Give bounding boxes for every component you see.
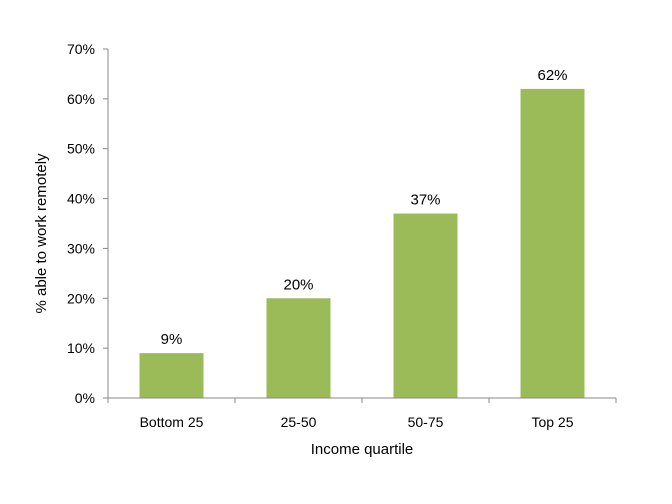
bar-bottom-25 — [139, 353, 204, 398]
x-tick-label: Top 25 — [531, 414, 573, 430]
y-tick-label: 10% — [67, 340, 95, 356]
y-axis-title: % able to work remotely — [33, 153, 50, 314]
y-tick-label: 40% — [67, 191, 95, 207]
y-tick-label: 0% — [75, 390, 95, 406]
bar-25-50 — [266, 298, 331, 398]
bar-value-label: 37% — [410, 192, 440, 209]
y-tick-label: 70% — [67, 41, 95, 57]
y-tick-label: 60% — [67, 91, 95, 107]
bar-value-label: 62% — [537, 67, 567, 84]
bars — [139, 88, 585, 398]
y-tick-label: 50% — [67, 141, 95, 157]
x-tick-label: 50-75 — [408, 414, 444, 430]
y-tick-label: 20% — [67, 290, 95, 306]
bar-top-25 — [520, 88, 585, 398]
bar-value-label: 9% — [161, 331, 183, 348]
bar-value-labels: 9% 20% 37% 62% — [161, 67, 568, 348]
x-tick-label: Bottom 25 — [140, 414, 204, 430]
x-axis-ticks: Bottom 25 25-50 50-75 Top 25 — [107, 398, 617, 430]
x-tick-label: 25-50 — [281, 414, 317, 430]
y-tick-label: 30% — [67, 240, 95, 256]
bar-50-75 — [393, 213, 458, 398]
y-axis-ticks: 0% 10% 20% 30% 40% 50% 60% 70% — [67, 41, 108, 406]
x-axis-title: Income quartile — [311, 441, 414, 458]
bar-value-label: 20% — [283, 276, 313, 293]
